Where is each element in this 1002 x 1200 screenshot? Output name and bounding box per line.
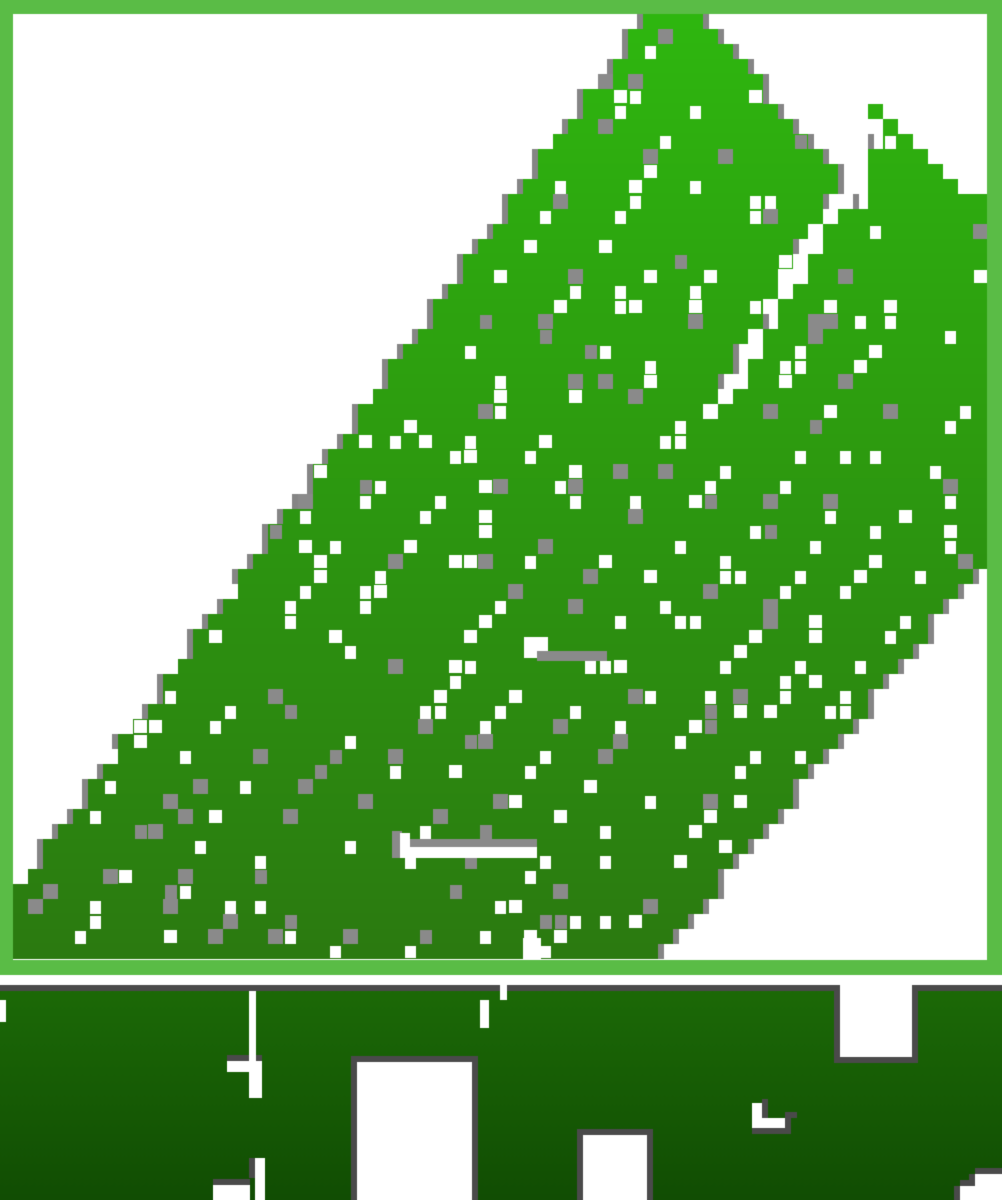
pixel-logo-canvas [0, 0, 1002, 1200]
page-background: Pixelated green logo: framed square with… [0, 0, 1002, 1200]
green-logo [0, 0, 1002, 1200]
